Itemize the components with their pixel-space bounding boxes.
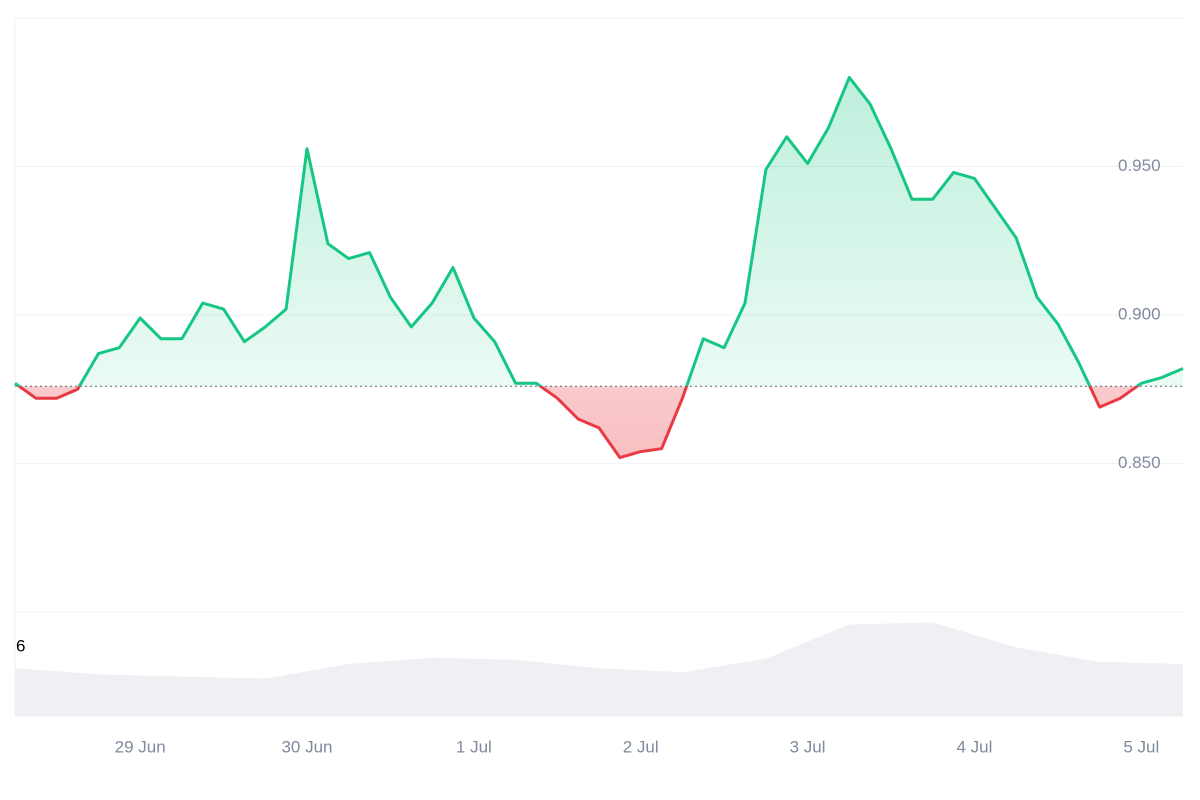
- y-tick-label: 0.950: [1118, 156, 1161, 175]
- volume-label: 6: [16, 636, 25, 655]
- y-tick-label: 0.900: [1118, 304, 1161, 323]
- x-tick-label: 5 Jul: [1123, 737, 1159, 756]
- area-down: [15, 386, 1183, 458]
- x-tick-label: 2 Jul: [623, 737, 659, 756]
- x-tick-label: 3 Jul: [790, 737, 826, 756]
- x-tick-label: 30 Jun: [281, 737, 332, 756]
- price-line-up: [14, 75, 1184, 387]
- volume-area: [15, 622, 1183, 716]
- x-tick-label: 1 Jul: [456, 737, 492, 756]
- x-tick-label: 29 Jun: [115, 737, 166, 756]
- price-line-down: [16, 386, 1140, 460]
- x-tick-label: 4 Jul: [956, 737, 992, 756]
- y-tick-label: 0.850: [1118, 453, 1161, 472]
